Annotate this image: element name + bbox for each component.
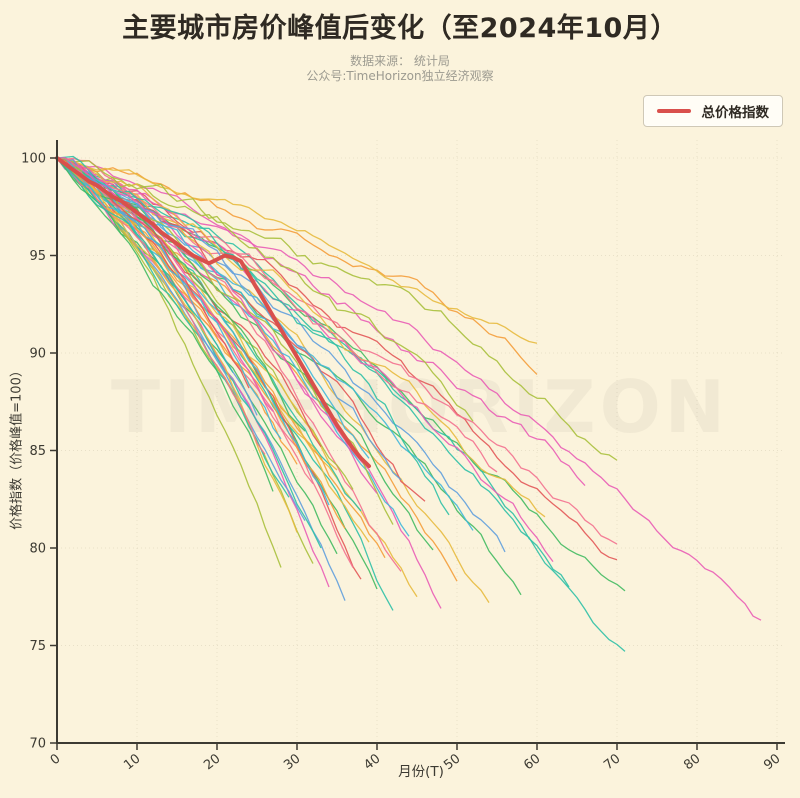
city-line: [56, 155, 450, 516]
chart-title: 主要城市房价峰值后变化（至2024年10月）: [122, 13, 678, 44]
city-line: [56, 157, 554, 563]
city-line: [56, 157, 282, 440]
city-line: [56, 157, 330, 506]
subtitle-account: 公众号:TimeHorizon独立经济观察: [306, 69, 494, 83]
subtitle-source: 数据来源： 统计局: [350, 54, 450, 68]
city-line: [56, 157, 546, 518]
x-axis-label: 月份(T): [398, 764, 444, 780]
city-line: [56, 157, 306, 432]
watermark-text: TIMEHORIZON: [111, 365, 729, 449]
axes-spines-ticks: [50, 140, 785, 750]
city-line: [56, 157, 402, 572]
city-lines-group: [56, 155, 762, 652]
city-line: [56, 157, 474, 422]
city-line: [56, 157, 274, 412]
y-tick-label: 70: [29, 737, 46, 752]
y-axis-label: 价格指数（价格峰值=100）: [9, 364, 25, 530]
main-series-line: [55, 156, 371, 469]
legend: 总价格指数: [642, 95, 783, 127]
y-tick-label: 90: [29, 347, 46, 362]
city-line: [56, 157, 274, 492]
city-line: [56, 157, 618, 461]
y-tick-label: 95: [29, 249, 46, 264]
y-tick-label: 75: [29, 639, 46, 654]
y-tick-label: 80: [29, 542, 46, 557]
legend-line-swatch: [656, 109, 691, 113]
city-line: [56, 157, 762, 621]
city-line: [56, 157, 498, 473]
legend-label: 总价格指数: [701, 105, 770, 121]
y-tick-label: 85: [29, 444, 46, 459]
grid-lines: [57, 140, 785, 743]
city-line: [56, 157, 538, 344]
city-line: [56, 157, 474, 531]
city-line: [56, 157, 290, 498]
city-line: [56, 157, 442, 609]
city-line: [56, 157, 354, 568]
city-line: [56, 157, 618, 545]
city-line: [56, 157, 314, 564]
city-line: [56, 157, 538, 375]
y-tick-label: 100: [21, 152, 46, 167]
city-line: [56, 157, 370, 459]
city-line: [56, 157, 234, 373]
